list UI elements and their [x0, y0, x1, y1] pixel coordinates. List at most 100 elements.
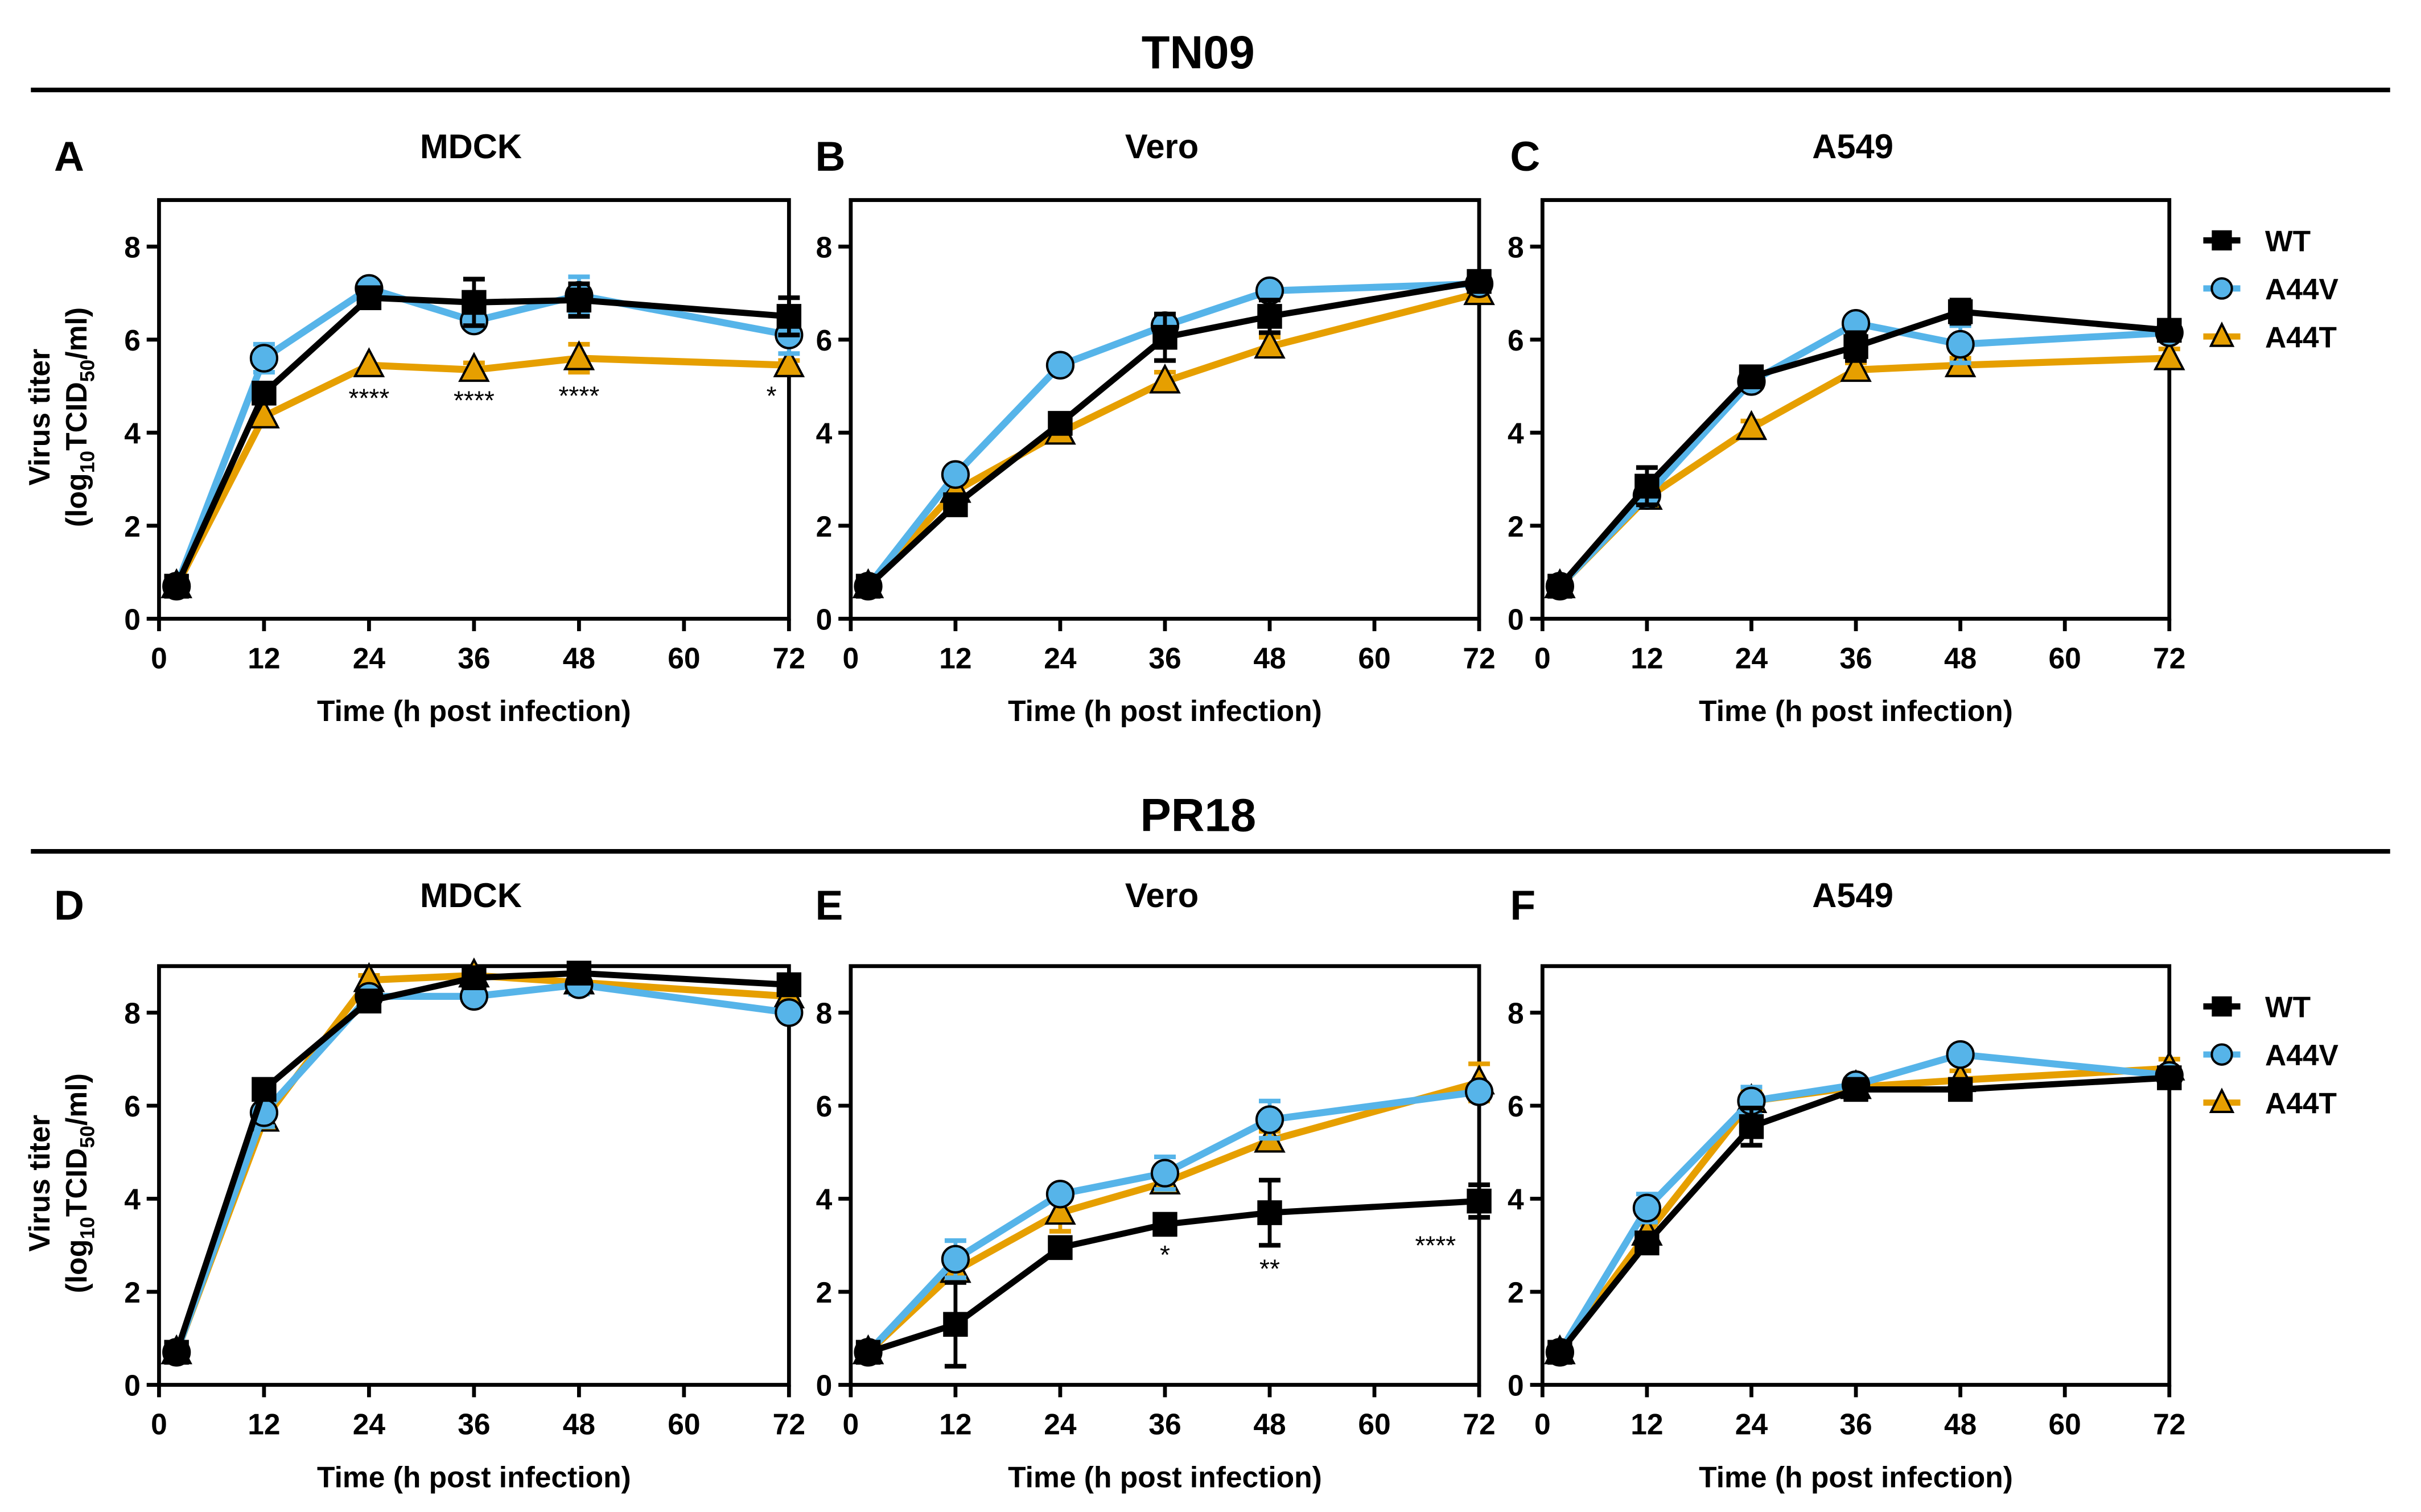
data-point-a44t — [1044, 1194, 1076, 1225]
data-point-wt — [776, 304, 802, 329]
legend-triangle-icon — [2209, 321, 2235, 347]
legend-item-a44t: A44T — [2203, 1087, 2337, 1120]
panel-title: Vero — [1125, 127, 1199, 166]
y-tick-label: 4 — [816, 417, 833, 450]
legend-square-icon — [2212, 230, 2232, 251]
significance-label: **** — [454, 385, 495, 415]
significance-label: **** — [1415, 1231, 1456, 1260]
data-point-a44v — [1045, 1180, 1075, 1209]
panel-title: A549 — [1812, 127, 1893, 166]
y-axis-unit: (log10TCID50/ml) — [60, 307, 98, 527]
line-a44t — [173, 355, 789, 588]
series-wt — [855, 269, 1492, 599]
line-a44v — [1557, 320, 2170, 589]
x-tick-label: 36 — [1148, 1408, 1181, 1441]
x-tick-label: 12 — [939, 641, 971, 674]
y-tick-label: 0 — [124, 603, 141, 636]
x-tick-label: 24 — [1044, 1408, 1077, 1441]
significance-label: **** — [349, 383, 390, 413]
data-point-a44t — [1149, 363, 1181, 394]
y-tick-label: 2 — [124, 1276, 141, 1309]
y-tick-label: 2 — [124, 510, 141, 543]
subscript: 10 — [77, 451, 99, 473]
data-point-wt — [776, 972, 802, 998]
x-axis-title: Time (h post infection) — [317, 694, 631, 727]
x-tick-label: 12 — [1631, 641, 1663, 674]
y-tick-label: 8 — [124, 230, 141, 263]
panel-letter: D — [54, 882, 84, 929]
x-tick-label: 24 — [1735, 641, 1768, 674]
y-tick-label: 8 — [124, 996, 141, 1029]
legend-circle-icon — [2210, 277, 2233, 300]
data-point-a44t — [458, 352, 490, 382]
panel-letter: F — [1510, 882, 1535, 929]
data-point-wt — [462, 290, 487, 315]
x-axis-title: Time (h post infection) — [1699, 1460, 2013, 1493]
y-tick-label: 2 — [816, 1276, 833, 1309]
group-header-pr18: PR18 — [31, 790, 2390, 854]
y-axis-title: Virus titer — [23, 1115, 56, 1252]
data-point-a44t — [563, 340, 595, 370]
legend: WT A44V A44T — [2203, 224, 2338, 353]
y-axis-unit: (log10TCID50/ml) — [60, 1073, 98, 1293]
x-tick-label: 36 — [458, 1408, 490, 1441]
panel-letter: A — [54, 133, 84, 180]
line-wt — [174, 970, 789, 1354]
legend-triangle-icon — [2209, 1087, 2235, 1113]
y-tick-label: 2 — [1508, 1276, 1524, 1309]
plot-frame — [1540, 198, 2172, 621]
legend-label: WT — [2265, 224, 2311, 257]
legend-label: A44V — [2265, 273, 2338, 306]
significance-label: **** — [558, 381, 599, 410]
data-point-wt — [1547, 574, 1572, 599]
group-title-tn09: TN09 — [1142, 27, 1255, 79]
significance-label: * — [767, 381, 777, 410]
x-tick-label: 36 — [458, 641, 490, 674]
data-point-a44v — [1632, 1193, 1661, 1223]
x-tick-label: 0 — [843, 641, 859, 674]
legend-circle-icon — [2210, 1043, 2233, 1066]
y-tick-label: 6 — [1508, 1090, 1524, 1123]
panel-title: A549 — [1812, 876, 1893, 914]
subscript: 50 — [77, 360, 99, 382]
unit-text: (log — [60, 1239, 93, 1293]
data-point-a44t — [2153, 340, 2185, 370]
x-tick-label: 48 — [1944, 1408, 1977, 1441]
legend-square-icon — [2212, 996, 2232, 1017]
data-point-a44t — [773, 347, 805, 377]
data-point-a44t — [1254, 328, 1286, 359]
x-tick-label: 60 — [2049, 641, 2081, 674]
data-point-wt — [943, 1312, 968, 1337]
data-point-wt — [1467, 269, 1492, 294]
y-tick-label: 8 — [1508, 230, 1524, 263]
legend-item-a44v: A44V — [2203, 273, 2338, 306]
x-tick-label: 72 — [773, 641, 805, 674]
unit-text: TCID — [60, 1148, 93, 1217]
series-wt — [1547, 298, 2182, 599]
x-axis-title: Time (h post infection) — [1008, 1460, 1322, 1493]
line-wt — [1557, 308, 2170, 588]
y-tick-label: 2 — [816, 510, 833, 543]
series-a44v — [854, 269, 1494, 601]
line-wt — [1557, 1074, 2170, 1354]
plot-frame — [849, 198, 1481, 621]
line-a44t — [1557, 355, 2169, 589]
legend-item-a44t: A44T — [2203, 320, 2337, 353]
line-a44t — [866, 290, 1480, 589]
group-title-pr18: PR18 — [1140, 790, 1257, 842]
panel-title: Vero — [1125, 876, 1199, 914]
legend-item-wt: WT — [2203, 224, 2311, 257]
line-a44v — [1557, 1050, 2170, 1354]
panel-title: MDCK — [420, 127, 522, 166]
series-wt — [164, 277, 802, 599]
data-point-wt — [1739, 1114, 1764, 1139]
x-axis-title: Time (h post infection) — [317, 1460, 631, 1493]
y-tick-label: 0 — [816, 1369, 833, 1402]
data-point-wt — [1152, 324, 1177, 350]
y-tick-label: 0 — [124, 1369, 141, 1402]
line-a44v — [173, 285, 790, 588]
data-point-a44t — [353, 347, 385, 377]
